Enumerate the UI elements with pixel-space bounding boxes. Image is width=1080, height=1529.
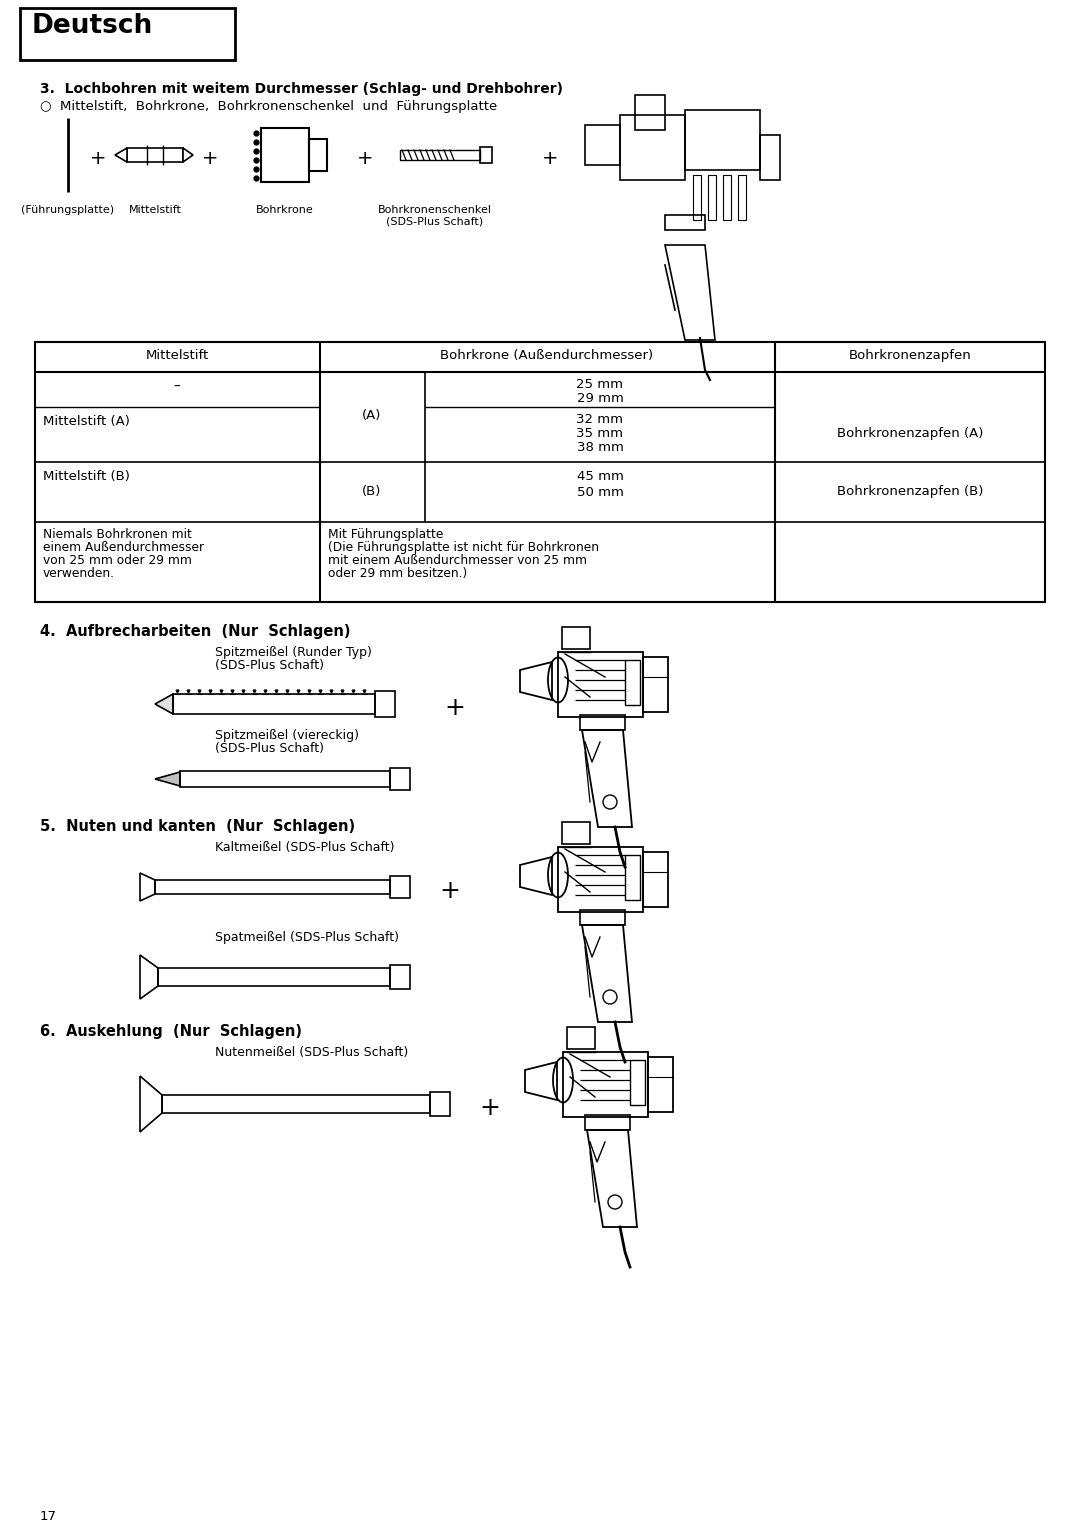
Text: 50 mm: 50 mm xyxy=(577,486,623,498)
Text: 38 mm: 38 mm xyxy=(577,440,623,454)
Polygon shape xyxy=(140,873,156,901)
Text: 6.  Auskehlung  (Nur  Schlagen): 6. Auskehlung (Nur Schlagen) xyxy=(40,1024,302,1040)
Bar xyxy=(480,147,492,164)
Bar xyxy=(760,135,780,180)
Polygon shape xyxy=(140,956,158,998)
Text: 3.  Lochbohren mit weitem Durchmesser (Schlag- und Drehbohrer): 3. Lochbohren mit weitem Durchmesser (Sc… xyxy=(40,83,563,96)
Bar xyxy=(158,968,390,986)
Text: 5.  Nuten und kanten  (Nur  Schlagen): 5. Nuten und kanten (Nur Schlagen) xyxy=(40,820,355,833)
Bar xyxy=(430,1092,450,1116)
Text: (B): (B) xyxy=(362,486,381,498)
Text: +: + xyxy=(356,150,374,168)
Bar xyxy=(685,110,760,170)
Text: Bohrkrone: Bohrkrone xyxy=(256,205,314,216)
Text: (A): (A) xyxy=(362,410,381,422)
Text: +: + xyxy=(440,879,460,904)
Bar xyxy=(580,910,625,925)
Polygon shape xyxy=(183,148,193,162)
Text: verwenden.: verwenden. xyxy=(43,567,114,579)
Bar xyxy=(261,128,309,182)
Bar xyxy=(563,1052,648,1118)
Text: Spitzmeißel (Runder Typ): Spitzmeißel (Runder Typ) xyxy=(215,645,372,659)
Bar xyxy=(390,768,410,790)
Text: +: + xyxy=(542,150,558,168)
Bar xyxy=(390,965,410,989)
Bar xyxy=(585,125,620,165)
Bar xyxy=(665,216,705,229)
Bar xyxy=(567,1027,595,1049)
Text: (Die Führungsplatte ist nicht für Bohrkronen: (Die Führungsplatte ist nicht für Bohrkr… xyxy=(328,541,599,553)
Bar xyxy=(400,150,480,161)
Text: Mit Führungsplatte: Mit Führungsplatte xyxy=(328,528,444,541)
Polygon shape xyxy=(114,148,127,162)
Bar xyxy=(620,115,685,180)
Text: Bohrkronenzapfen (B): Bohrkronenzapfen (B) xyxy=(837,486,983,498)
Text: +: + xyxy=(202,150,218,168)
Text: mit einem Außendurchmesser von 25 mm: mit einem Außendurchmesser von 25 mm xyxy=(328,553,588,567)
Bar xyxy=(630,1060,645,1105)
Text: Bohrkrone (Außendurchmesser): Bohrkrone (Außendurchmesser) xyxy=(441,349,653,362)
Text: Bohrkronenzapfen: Bohrkronenzapfen xyxy=(849,349,971,362)
Text: Mittelstift: Mittelstift xyxy=(129,205,181,216)
Text: einem Außendurchmesser: einem Außendurchmesser xyxy=(43,541,204,553)
Text: Mittelstift: Mittelstift xyxy=(146,349,208,362)
Bar xyxy=(375,691,395,717)
Text: oder 29 mm besitzen.): oder 29 mm besitzen.) xyxy=(328,567,468,579)
Bar xyxy=(309,139,327,171)
Text: +: + xyxy=(480,1096,500,1121)
Bar xyxy=(562,627,590,648)
Bar xyxy=(35,342,1045,602)
Text: Bohrkronenzapfen (A): Bohrkronenzapfen (A) xyxy=(837,428,983,440)
Text: 17: 17 xyxy=(40,1511,57,1523)
Bar xyxy=(180,771,390,787)
Text: 32 mm: 32 mm xyxy=(577,413,623,427)
Text: 29 mm: 29 mm xyxy=(577,391,623,405)
Text: Spatmeißel (SDS-Plus Schaft): Spatmeißel (SDS-Plus Schaft) xyxy=(215,931,399,943)
Text: Bohrkronenschenkel
(SDS-Plus Schaft): Bohrkronenschenkel (SDS-Plus Schaft) xyxy=(378,205,492,226)
Text: Mittelstift (B): Mittelstift (B) xyxy=(43,469,130,483)
Text: Mittelstift (A): Mittelstift (A) xyxy=(43,414,130,428)
Bar xyxy=(127,148,183,162)
Text: Kaltmeißel (SDS-Plus Schaft): Kaltmeißel (SDS-Plus Schaft) xyxy=(215,841,394,855)
Polygon shape xyxy=(156,772,180,786)
Text: Deutsch: Deutsch xyxy=(32,14,153,40)
Text: Niemals Bohrkronen mit: Niemals Bohrkronen mit xyxy=(43,528,192,541)
Text: von 25 mm oder 29 mm: von 25 mm oder 29 mm xyxy=(43,553,192,567)
Bar xyxy=(162,1095,430,1113)
Bar xyxy=(648,1057,673,1112)
Text: +: + xyxy=(445,696,465,720)
Bar xyxy=(585,1115,630,1130)
Bar xyxy=(643,657,669,713)
Bar xyxy=(156,881,390,894)
Text: (SDS-Plus Schaft): (SDS-Plus Schaft) xyxy=(215,659,324,673)
Polygon shape xyxy=(156,694,173,714)
Bar xyxy=(558,651,643,717)
Bar xyxy=(390,876,410,898)
Text: ○  Mittelstift,  Bohrkrone,  Bohrkronenschenkel  und  Führungsplatte: ○ Mittelstift, Bohrkrone, Bohrkronensche… xyxy=(40,99,497,113)
Text: Spitzmeißel (viereckig): Spitzmeißel (viereckig) xyxy=(215,729,359,742)
Text: (SDS-Plus Schaft): (SDS-Plus Schaft) xyxy=(215,742,324,755)
Bar xyxy=(21,8,235,60)
Bar xyxy=(625,855,640,901)
Bar xyxy=(708,174,716,220)
Bar xyxy=(580,716,625,729)
Bar xyxy=(635,95,665,130)
Bar xyxy=(738,174,746,220)
Text: 35 mm: 35 mm xyxy=(577,427,623,440)
Text: +: + xyxy=(90,150,106,168)
Bar xyxy=(643,852,669,907)
Bar xyxy=(625,661,640,705)
Text: 4.  Aufbrecharbeiten  (Nur  Schlagen): 4. Aufbrecharbeiten (Nur Schlagen) xyxy=(40,624,351,639)
Bar xyxy=(558,847,643,911)
Text: –: – xyxy=(174,381,180,394)
Polygon shape xyxy=(140,1076,162,1131)
Text: 25 mm: 25 mm xyxy=(577,378,623,391)
Bar xyxy=(723,174,731,220)
Text: Nutenmeißel (SDS-Plus Schaft): Nutenmeißel (SDS-Plus Schaft) xyxy=(215,1046,408,1060)
Bar xyxy=(173,694,375,714)
Text: 45 mm: 45 mm xyxy=(577,469,623,483)
Bar xyxy=(562,823,590,844)
Bar xyxy=(693,174,701,220)
Text: (Führungsplatte): (Führungsplatte) xyxy=(22,205,114,216)
